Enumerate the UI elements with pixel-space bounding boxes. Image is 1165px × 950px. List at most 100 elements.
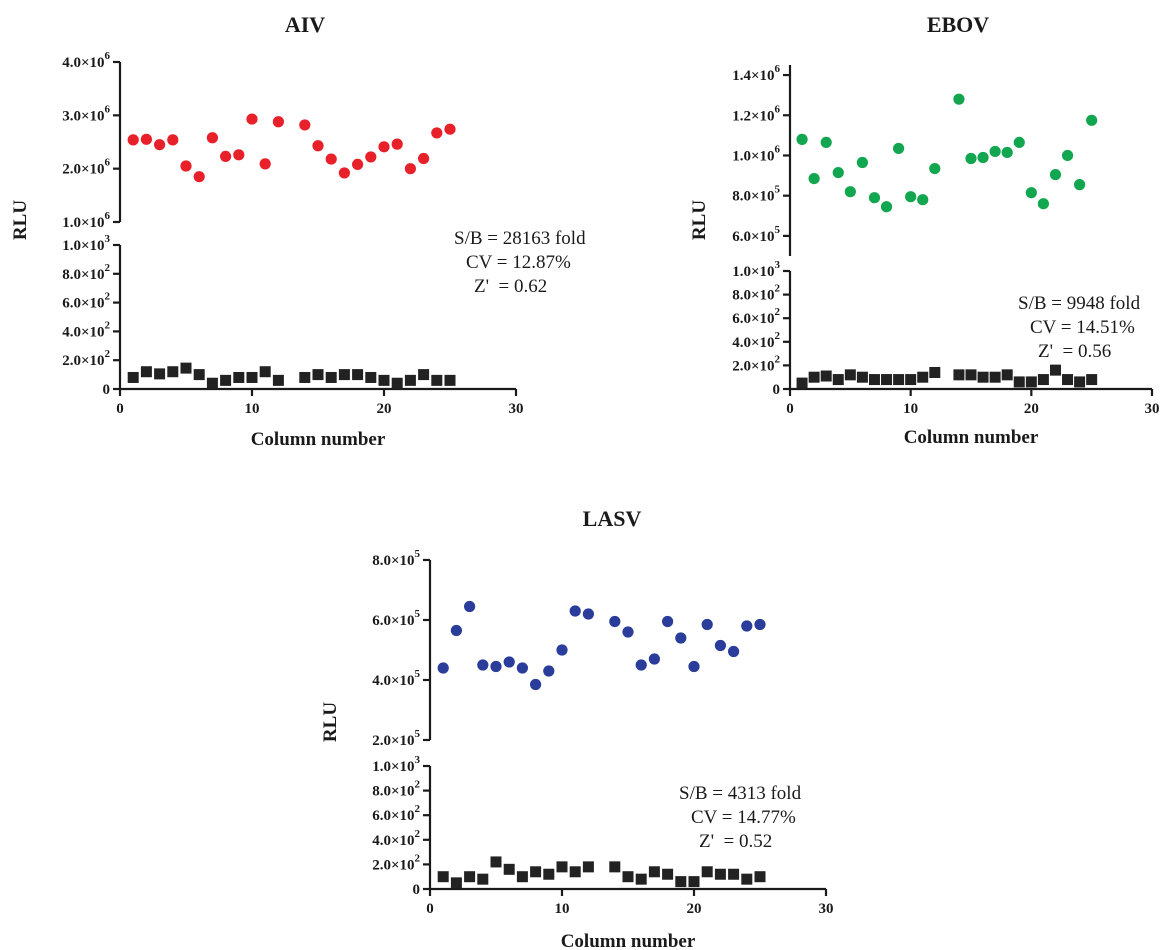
- data-point-signal: [622, 626, 634, 638]
- y-tick-label-lower: 6.0×102: [62, 291, 110, 312]
- stats-annotation: CV = 14.51%: [1030, 317, 1135, 338]
- data-point-background: [917, 371, 929, 383]
- data-point-signal: [233, 149, 245, 161]
- data-point-signal: [1013, 136, 1025, 149]
- data-point-signal: [582, 608, 595, 620]
- data-point-background: [338, 369, 350, 381]
- y-tick-label-upper: 6.0×105: [732, 224, 780, 245]
- data-point-signal: [450, 624, 462, 637]
- y-tick-label-upper: 8.0×105: [372, 548, 420, 569]
- y-tick-label-lower: 2.0×102: [62, 348, 110, 369]
- data-point-signal: [844, 186, 856, 198]
- data-point-signal: [444, 123, 456, 135]
- data-point-signal: [431, 127, 443, 139]
- data-point-signal: [437, 662, 449, 674]
- data-point-signal: [464, 600, 476, 613]
- y-tick-label-lower: 6.0×102: [732, 306, 780, 327]
- data-point-background: [609, 861, 621, 873]
- y-tick-label-lower: 2.0×102: [372, 852, 420, 873]
- stats-annotation: S/B = 9948 fold: [1018, 293, 1141, 314]
- y-axis-label: RLU: [10, 200, 31, 240]
- y-tick-label-upper: 1.2×106: [732, 103, 780, 124]
- data-point-signal: [714, 639, 727, 652]
- y-tick-label-upper: 1.0×106: [62, 210, 110, 231]
- data-point-background: [516, 871, 528, 883]
- data-point-background: [989, 371, 1001, 383]
- data-point-background: [1001, 369, 1013, 381]
- data-point-signal: [905, 191, 917, 203]
- stats-annotation: CV = 14.77%: [691, 807, 796, 828]
- y-tick-label-lower: 4.0×102: [732, 330, 780, 351]
- data-point-background: [648, 866, 660, 878]
- y-tick-label-upper: 8.0×105: [732, 184, 780, 205]
- data-point-signal: [796, 133, 808, 145]
- data-point-background: [741, 873, 753, 885]
- data-point-background: [1049, 364, 1061, 376]
- data-point-signal: [352, 158, 364, 170]
- data-point-signal: [989, 145, 1001, 158]
- data-point-background: [977, 371, 989, 383]
- data-point-signal: [193, 171, 205, 183]
- data-point-background: [1013, 376, 1025, 388]
- data-point-background: [180, 362, 192, 374]
- data-point-signal: [662, 615, 674, 628]
- data-point-signal: [569, 605, 581, 617]
- x-tick-label: 30: [1145, 401, 1160, 417]
- data-point-background: [1074, 376, 1086, 388]
- chart-title: AIV: [285, 12, 325, 37]
- stats-annotation: CV = 12.87%: [466, 252, 571, 273]
- data-point-signal: [325, 153, 337, 165]
- data-point-signal: [832, 166, 844, 179]
- x-tick-label: 10: [903, 401, 918, 417]
- data-point-background: [622, 871, 634, 883]
- data-point-signal: [635, 659, 647, 671]
- x-tick-label: 0: [786, 401, 794, 417]
- data-point-background: [808, 371, 820, 383]
- y-axis-label: RLU: [689, 200, 710, 240]
- data-point-background: [662, 868, 674, 880]
- data-point-background: [477, 873, 489, 885]
- y-tick-label-lower: 1.0×103: [732, 259, 780, 280]
- data-point-background: [206, 377, 218, 389]
- data-point-background: [503, 863, 515, 875]
- data-point-background: [929, 366, 941, 378]
- stats-annotation: S/B = 4313 fold: [679, 783, 802, 804]
- data-point-signal: [246, 113, 258, 125]
- data-point-background: [312, 369, 324, 381]
- data-point-background: [352, 369, 364, 381]
- data-point-background: [844, 369, 856, 381]
- data-point-signal: [856, 156, 869, 169]
- y-tick-label-lower: 0: [773, 382, 781, 398]
- data-point-signal: [1049, 168, 1062, 181]
- y-tick-label-lower: 1.0×103: [372, 754, 420, 775]
- data-point-signal: [728, 645, 740, 658]
- x-tick-label: 30: [819, 901, 834, 917]
- data-point-background: [233, 371, 245, 383]
- data-point-signal: [953, 93, 965, 105]
- data-point-signal: [220, 150, 232, 162]
- data-point-background: [556, 861, 568, 873]
- y-tick-label-lower: 8.0×102: [732, 283, 780, 304]
- data-point-background: [325, 371, 337, 383]
- data-point-signal: [893, 142, 905, 155]
- chart-title: EBOV: [927, 12, 989, 37]
- x-tick-label: 0: [426, 901, 434, 917]
- data-point-signal: [404, 163, 416, 175]
- x-axis-label: Column number: [561, 931, 696, 950]
- data-point-background: [246, 371, 258, 383]
- data-point-background: [868, 374, 880, 386]
- x-tick-label: 0: [116, 401, 124, 417]
- data-point-background: [391, 377, 403, 389]
- data-point-background: [1062, 374, 1074, 386]
- data-point-background: [953, 369, 965, 381]
- data-point-background: [378, 374, 390, 386]
- x-tick-label: 30: [509, 401, 524, 417]
- x-tick-label: 20: [687, 901, 702, 917]
- data-point-signal: [378, 141, 390, 153]
- data-point-signal: [127, 134, 139, 146]
- y-tick-label-lower: 8.0×102: [62, 262, 110, 283]
- y-tick-label-upper: 3.0×106: [62, 103, 110, 124]
- x-tick-label: 10: [555, 901, 570, 917]
- data-point-signal: [338, 167, 350, 179]
